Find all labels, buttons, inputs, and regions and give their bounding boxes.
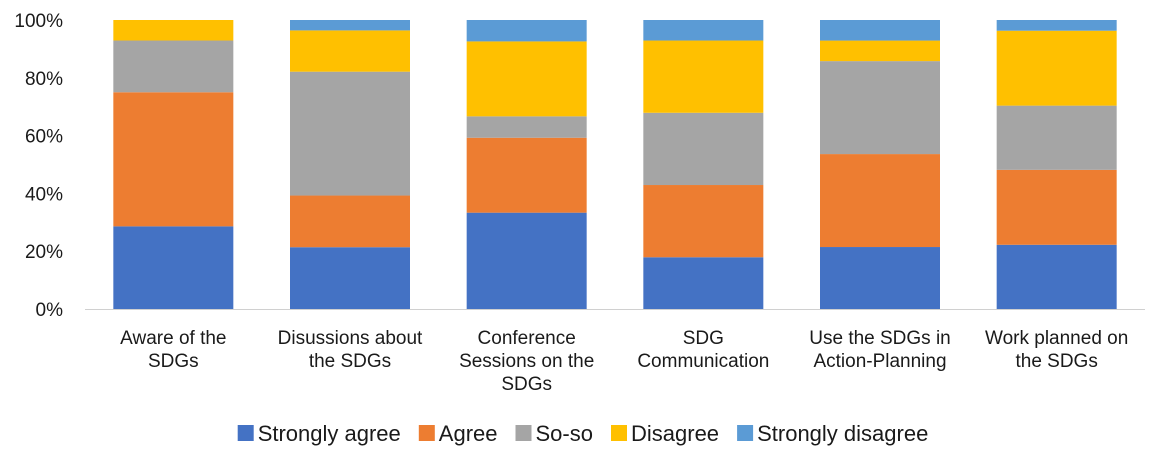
x-category-label-line: the SDGs	[1015, 351, 1097, 372]
bar-segment	[996, 244, 1117, 309]
bar-segment	[290, 71, 410, 196]
legend-item: Disagree	[611, 421, 719, 446]
legend-item: Strongly disagree	[737, 421, 928, 446]
bar-segment	[466, 41, 587, 117]
legend-item: So-so	[515, 421, 593, 446]
x-category-label: SDG Communication	[637, 328, 769, 372]
x-category-label-line: SDG	[683, 328, 724, 349]
y-axis-ticks: 0% 20% 40% 60% 80% 100%	[14, 11, 63, 321]
bar-segment	[113, 20, 234, 41]
bar-segment	[466, 137, 587, 213]
bar-segment	[643, 20, 764, 41]
x-category-label-line: Work planned on	[985, 328, 1128, 349]
bar-segment	[466, 116, 587, 138]
bar-segment	[290, 195, 410, 248]
bar-segment	[820, 247, 940, 309]
x-category-label-line: Use the SDGs in	[809, 328, 951, 349]
x-category-label-line: SDGs	[501, 374, 552, 395]
bar-segment	[820, 61, 940, 155]
legend: Strongly agree Agree So-so Disagree Strongly…	[237, 421, 928, 446]
legend-item: Agree	[418, 421, 498, 446]
x-category-label-line: Disussions about	[278, 328, 423, 349]
x-category-label: Disussions about the SDGs	[278, 328, 423, 372]
bar-segment	[996, 30, 1117, 106]
x-category-label: Work planned on the SDGs	[985, 328, 1128, 372]
y-tick-label: 80%	[25, 69, 63, 90]
legend-label: Agree	[439, 421, 498, 446]
bar-segment	[820, 40, 940, 62]
legend-label: Strongly agree	[258, 421, 401, 446]
y-tick-label: 100%	[14, 11, 63, 32]
y-tick-label: 0%	[36, 300, 64, 321]
bar-segment	[643, 112, 764, 186]
legend-swatch	[737, 425, 754, 441]
legend-label: Strongly disagree	[757, 421, 928, 446]
x-category-label: Conference Sessions on the SDGs	[459, 328, 594, 395]
x-category-label-line: Aware of the	[120, 328, 226, 349]
bar-segment	[820, 20, 940, 41]
bar-segment	[996, 105, 1117, 170]
legend-label: So-so	[536, 421, 593, 446]
bars	[113, 20, 1117, 309]
x-category-label: Aware of the SDGs	[120, 328, 226, 372]
x-category-label-line: Action-Planning	[813, 351, 946, 372]
bar-segment	[820, 154, 940, 248]
legend-item: Strongly agree	[237, 421, 401, 446]
x-category-label-line: Communication	[637, 351, 769, 372]
bar-segment	[466, 20, 587, 42]
bar-segment	[290, 247, 410, 309]
bar-segment	[290, 20, 410, 31]
bar-segment	[643, 257, 764, 309]
legend-swatch	[237, 425, 254, 441]
x-category-label-line: Conference	[478, 328, 576, 349]
bar-segment	[290, 30, 410, 72]
x-category-label-line: SDGs	[148, 351, 199, 372]
bar-segment	[996, 20, 1117, 31]
y-tick-label: 40%	[25, 184, 63, 205]
bar-segment	[113, 40, 234, 93]
bar-segment	[113, 226, 234, 309]
legend-swatch	[611, 425, 627, 441]
legend-swatch	[515, 425, 532, 441]
bar-segment	[466, 212, 587, 309]
legend-label: Disagree	[631, 421, 719, 446]
y-tick-label: 20%	[25, 242, 63, 263]
x-category-label-line: the SDGs	[309, 351, 391, 372]
bar-segment	[643, 40, 764, 113]
bar-segment	[643, 185, 764, 258]
x-category-label-line: Sessions on the	[459, 351, 594, 372]
x-category-label: Use the SDGs in Action-Planning	[809, 328, 951, 372]
bar-segment	[996, 169, 1117, 245]
y-tick-label: 60%	[25, 127, 63, 148]
bar-segment	[113, 92, 234, 227]
legend-swatch	[418, 425, 435, 441]
